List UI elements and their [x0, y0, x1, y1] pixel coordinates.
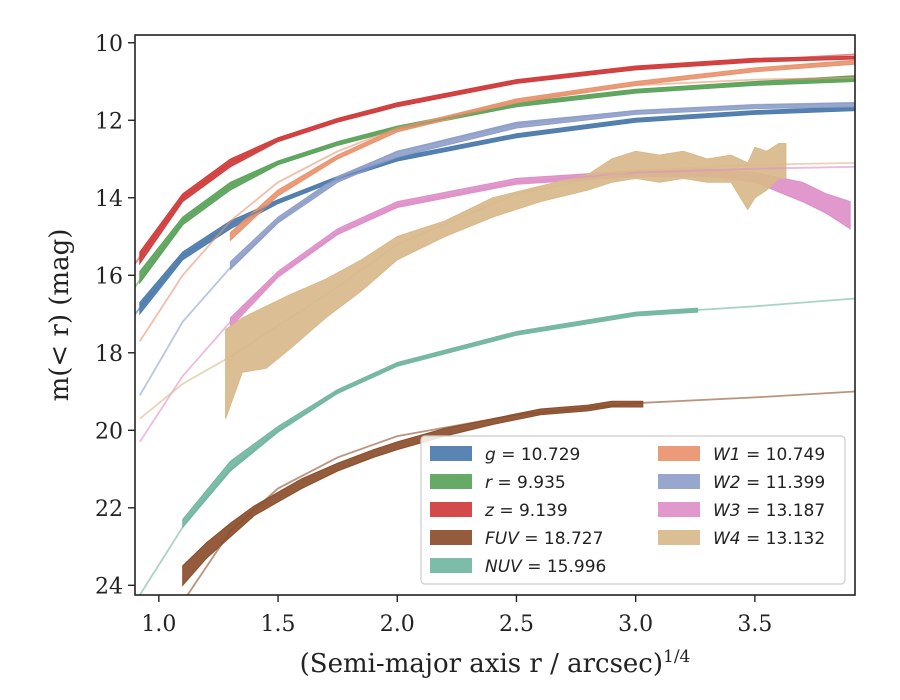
plot-frame — [134, 34, 856, 596]
legend-label-w1: W1 = 10.749 — [713, 445, 825, 465]
legend-value-fuv: = 18.727 — [519, 529, 604, 549]
band-w3 — [229, 168, 851, 329]
legend-swatch-w4 — [658, 530, 700, 545]
model-line-r — [134, 78, 856, 288]
y-tick-label: 18 — [95, 342, 123, 367]
legend-label-fuv: FUV = 18.727 — [485, 529, 603, 549]
legend-swatch-w3 — [658, 502, 700, 517]
x-axis-label: (Semi-major axis r / arcsec)1/4 — [300, 647, 691, 679]
y-tick-label: 24 — [95, 574, 123, 599]
y-axis-ticks: 10 12 14 16 18 20 22 24 — [95, 32, 135, 599]
legend-value-w3: = 13.187 — [741, 501, 826, 521]
x-tick-label: 1.0 — [141, 612, 176, 637]
legend-var-r: r — [485, 473, 493, 493]
band-fuv — [182, 400, 644, 587]
x-tick-label: 3.5 — [737, 612, 772, 637]
model-line-w4 — [139, 162, 856, 420]
band-nuv — [182, 307, 699, 529]
model-line-z — [134, 53, 856, 265]
y-tick-label: 16 — [95, 264, 123, 289]
legend-var-w4: W4 — [713, 529, 741, 549]
model-line-g — [134, 107, 856, 315]
x-axis-label-main: (Semi-major axis r / arcsec) — [300, 649, 663, 679]
legend-var-fuv: FUV — [485, 529, 520, 549]
legend-value-r: = 9.935 — [492, 473, 566, 493]
model-line-w3 — [139, 165, 856, 443]
legend-label-g: g = 10.729 — [485, 445, 580, 465]
y-tick-label: 14 — [95, 187, 123, 212]
legend-swatch-fuv — [430, 530, 472, 545]
legend-var-w1: W1 — [713, 445, 741, 465]
legend-label-nuv: NUV = 15.996 — [485, 557, 606, 577]
legend-var-nuv: NUV — [485, 557, 523, 577]
legend-swatch-r — [430, 474, 472, 489]
legend-var-g: g — [485, 445, 496, 465]
model-lines-layer — [134, 53, 856, 596]
legend-label-w2: W2 = 11.399 — [713, 473, 825, 493]
y-tick-label: 10 — [95, 32, 123, 57]
legend-swatch-g — [430, 446, 472, 461]
legend-label-w4: W4 = 13.132 — [713, 529, 825, 549]
legend-swatch-w1 — [658, 446, 700, 461]
y-tick-label: 12 — [95, 109, 123, 134]
legend-label-r: r = 9.935 — [485, 473, 566, 493]
legend-value-w2: = 11.399 — [741, 473, 826, 493]
x-tick-label: 3.0 — [618, 612, 653, 637]
legend-label-z: z = 9.139 — [484, 501, 568, 521]
model-line-fuv — [186, 390, 856, 596]
y-axis-label: m(< r) (mag) — [45, 229, 75, 402]
x-tick-label: 2.5 — [499, 612, 534, 637]
legend-value-w4: = 13.132 — [741, 529, 826, 549]
y-tick-label: 22 — [95, 497, 123, 522]
model-line-w1 — [139, 76, 856, 342]
model-line-w2 — [139, 101, 856, 396]
legend-swatch-nuv — [430, 558, 472, 573]
x-tick-label: 2.0 — [380, 612, 415, 637]
x-axis-label-superscript: 1/4 — [663, 647, 690, 667]
y-tick-label: 20 — [95, 419, 123, 444]
legend-swatch-z — [430, 502, 472, 517]
legend-var-z: z — [484, 501, 495, 521]
legend-value-w1: = 10.749 — [741, 445, 826, 465]
legend-var-w2: W2 — [713, 473, 741, 493]
legend-var-w3: W3 — [713, 501, 741, 521]
legend-swatch-w2 — [658, 474, 700, 489]
legend-value-nuv: = 15.996 — [522, 557, 607, 577]
x-axis-ticks: 1.0 1.5 2.0 2.5 3.0 3.5 — [141, 595, 772, 637]
legend-value-g: = 10.729 — [496, 445, 581, 465]
model-line-nuv — [139, 297, 856, 596]
legend-box — [420, 435, 846, 585]
x-tick-label: 1.5 — [261, 612, 296, 637]
legend-value-z: = 9.139 — [494, 501, 568, 521]
legend-label-w3: W3 = 13.187 — [713, 501, 825, 521]
